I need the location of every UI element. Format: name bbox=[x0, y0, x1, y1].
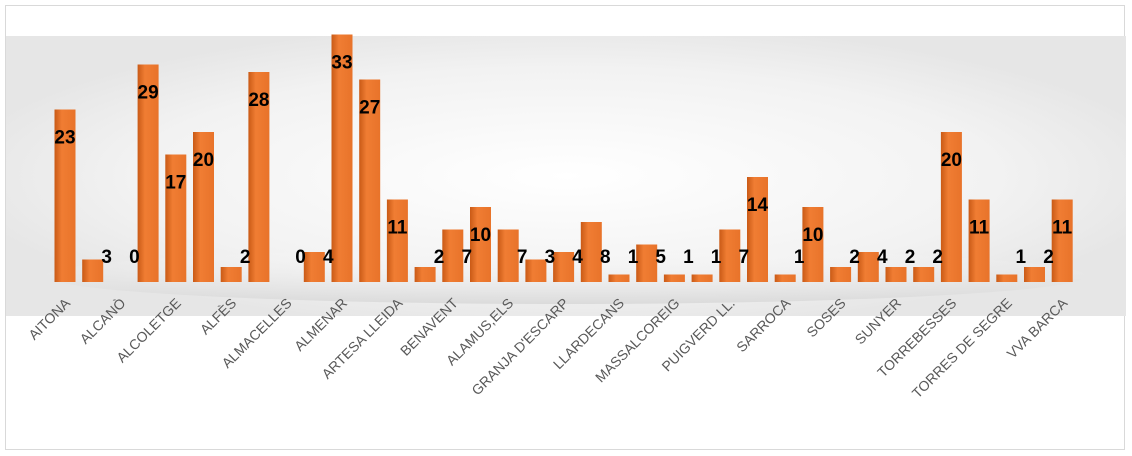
bar bbox=[968, 199, 990, 282]
bar bbox=[54, 109, 76, 282]
data-label: 8 bbox=[600, 247, 611, 268]
bar bbox=[774, 274, 796, 282]
data-label: 28 bbox=[248, 90, 269, 111]
bar bbox=[996, 274, 1018, 282]
data-label: 4 bbox=[572, 247, 583, 268]
data-label: 0 bbox=[129, 247, 140, 268]
bar bbox=[220, 267, 242, 282]
data-label: 11 bbox=[1052, 218, 1073, 239]
data-label: 11 bbox=[969, 218, 990, 239]
data-label: 27 bbox=[359, 98, 380, 119]
data-label: 23 bbox=[54, 128, 75, 149]
data-label: 29 bbox=[138, 83, 159, 104]
bar bbox=[386, 199, 408, 282]
data-label: 3 bbox=[545, 247, 556, 268]
bar bbox=[830, 267, 852, 282]
bar bbox=[691, 274, 713, 282]
bar bbox=[663, 274, 685, 282]
data-label: 11 bbox=[387, 218, 408, 239]
bar bbox=[857, 252, 879, 282]
bar bbox=[1024, 267, 1045, 282]
bar bbox=[331, 34, 353, 282]
bar bbox=[913, 267, 935, 282]
bar bbox=[193, 132, 214, 282]
bar bbox=[802, 207, 824, 282]
data-label: 2 bbox=[240, 247, 251, 268]
data-label: 1 bbox=[711, 247, 722, 268]
data-label: 0 bbox=[295, 247, 306, 268]
data-label: 10 bbox=[802, 225, 823, 246]
bar bbox=[82, 259, 104, 282]
data-label: 1 bbox=[683, 247, 694, 268]
bar bbox=[940, 132, 962, 282]
data-label: 17 bbox=[165, 173, 186, 194]
data-label: 2 bbox=[905, 247, 916, 268]
data-label: 20 bbox=[941, 150, 962, 171]
data-label: 1 bbox=[1016, 247, 1027, 268]
bar bbox=[248, 72, 270, 282]
data-label: 3 bbox=[101, 247, 112, 268]
data-label: 14 bbox=[747, 195, 769, 216]
data-label: 7 bbox=[462, 247, 473, 268]
data-label: 7 bbox=[739, 247, 750, 268]
bar bbox=[747, 177, 768, 282]
data-label: 2 bbox=[434, 247, 445, 268]
data-label: 20 bbox=[193, 150, 214, 171]
bar bbox=[885, 267, 907, 282]
bar bbox=[137, 64, 159, 282]
bar bbox=[442, 229, 464, 282]
data-label: 7 bbox=[517, 247, 528, 268]
data-label: 33 bbox=[331, 53, 352, 74]
bar bbox=[303, 252, 325, 282]
bar bbox=[470, 207, 491, 282]
chart-frame: 23 3 0 29 17 20 2 28 0 4 33 27 11 2 7 10 7 3 4 8 1 5 1 1 7 14 1 10 2… bbox=[5, 5, 1126, 450]
bars-layer bbox=[54, 34, 1073, 282]
data-label: 4 bbox=[877, 247, 888, 268]
bar bbox=[719, 229, 741, 282]
data-label: 5 bbox=[655, 247, 666, 268]
bar bbox=[553, 252, 575, 282]
data-label: 1 bbox=[794, 247, 805, 268]
data-label: 4 bbox=[323, 247, 334, 268]
bar bbox=[525, 259, 547, 282]
data-label: 1 bbox=[628, 247, 639, 268]
data-label: 2 bbox=[849, 247, 860, 268]
bar bbox=[359, 79, 381, 282]
bar bbox=[497, 229, 519, 282]
data-label: 10 bbox=[470, 225, 491, 246]
data-label: 2 bbox=[1043, 247, 1054, 268]
bar bbox=[1051, 199, 1073, 282]
bar bbox=[580, 222, 602, 282]
data-label: 2 bbox=[932, 247, 943, 268]
bar bbox=[165, 154, 187, 282]
bar bbox=[608, 274, 630, 282]
bar bbox=[414, 267, 436, 282]
bar bbox=[636, 244, 658, 282]
